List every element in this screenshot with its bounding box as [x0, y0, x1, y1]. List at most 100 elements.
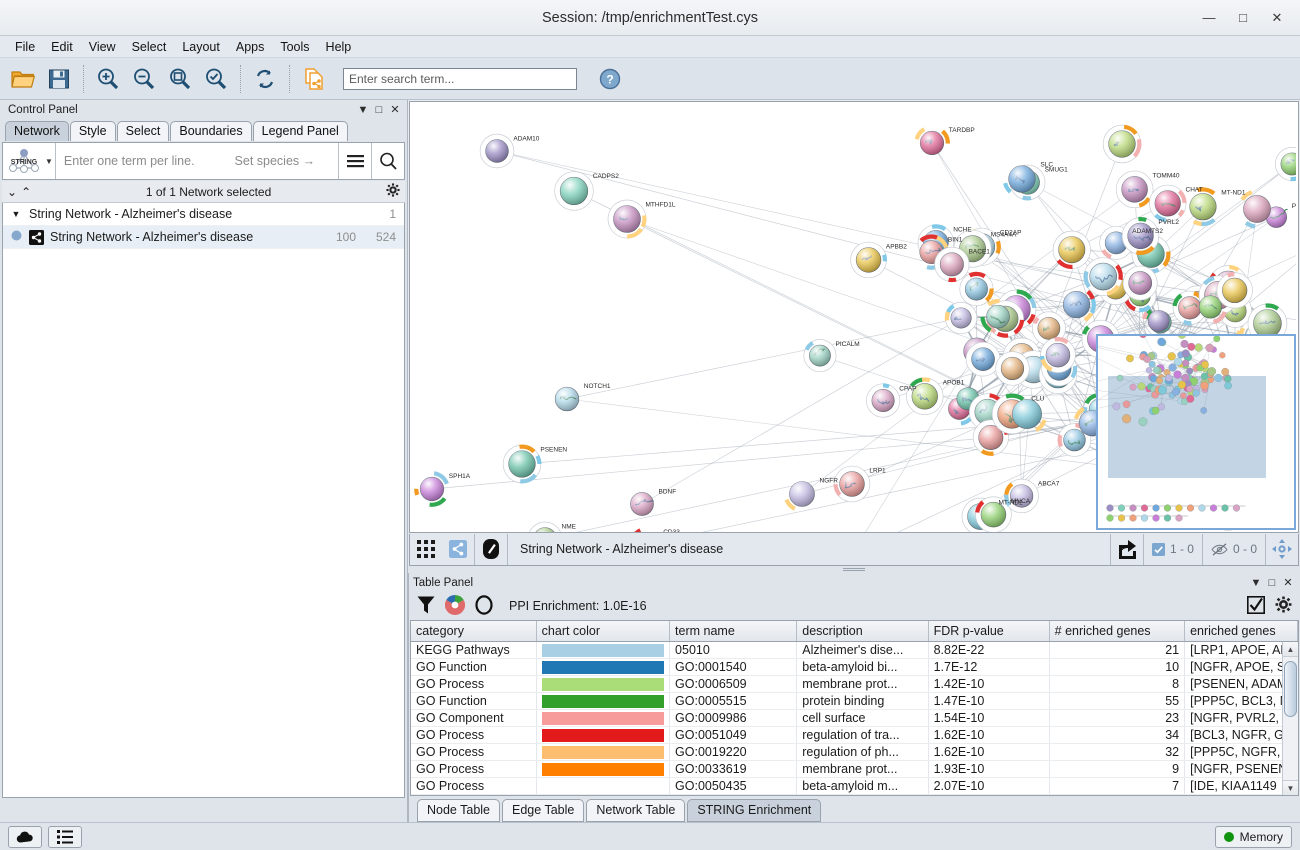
tab-string-enrichment[interactable]: STRING Enrichment [687, 799, 822, 822]
table-row[interactable]: GO Process GO:0033619 membrane prot... 1.93… [411, 760, 1298, 778]
menu-select[interactable]: Select [131, 39, 167, 54]
network-node[interactable] [1003, 165, 1036, 194]
network-node[interactable] [1142, 310, 1170, 332]
network-view[interactable]: MT-ND2MT-ND1VSNL1ADAMTS2PVRL2SMUG1TOMM40… [409, 101, 1299, 533]
network-node[interactable] [1189, 187, 1217, 227]
tab-boundaries[interactable]: Boundaries [170, 121, 252, 141]
network-node[interactable] [479, 133, 515, 169]
enrichment-table-wrapper[interactable]: category chart color term name descripti… [410, 620, 1299, 796]
column-description[interactable]: description [796, 621, 929, 642]
menu-help[interactable]: Help [325, 39, 352, 54]
network-node[interactable] [630, 492, 654, 516]
network-node[interactable] [1275, 147, 1298, 182]
splitter-handle[interactable] [408, 565, 1300, 573]
network-node[interactable] [502, 444, 542, 484]
network-node[interactable] [633, 528, 661, 532]
network-node[interactable] [934, 246, 970, 283]
column-chart-color[interactable]: chart color [536, 621, 671, 642]
network-node[interactable] [906, 377, 944, 416]
network-settings-gear-icon[interactable] [386, 183, 400, 200]
network-node[interactable] [965, 341, 1001, 377]
minimize-icon[interactable]: — [1202, 10, 1216, 25]
network-node[interactable] [914, 127, 950, 156]
center-network-icon[interactable] [1266, 534, 1298, 565]
menu-layout[interactable]: Layout [182, 39, 220, 54]
tree-row-root[interactable]: ▼ String Network - Alzheimer's disease 1 [3, 203, 404, 226]
network-node[interactable] [1122, 265, 1158, 301]
hidden-nodes-indicator[interactable]: 0 - 0 [1203, 542, 1265, 556]
table-row[interactable]: GO Process GO:0050435 beta-amyloid m... 2.0… [411, 777, 1298, 795]
overview-viewport-rect[interactable] [1108, 375, 1266, 478]
network-node[interactable] [944, 301, 978, 335]
float-panel-icon[interactable]: □ [1268, 576, 1276, 589]
help-icon[interactable]: ? [593, 62, 627, 96]
network-node[interactable] [972, 419, 1009, 456]
network-node[interactable] [1240, 190, 1271, 229]
network-node[interactable] [554, 171, 594, 211]
magnifier-icon[interactable] [371, 143, 404, 179]
tree-row-network[interactable]: String Network - Alzheimer's disease 100… [3, 226, 404, 249]
network-node[interactable] [1099, 225, 1134, 260]
cloud-icon[interactable] [8, 825, 42, 848]
zoom-in-icon[interactable] [91, 62, 125, 96]
network-node[interactable] [1039, 337, 1076, 373]
network-node[interactable] [1149, 184, 1187, 223]
network-node[interactable] [1102, 124, 1142, 164]
float-panel-icon[interactable]: □ [375, 103, 383, 116]
column-enriched-gene-count[interactable]: # enriched genes [1049, 621, 1186, 642]
tab-edge-table[interactable]: Edge Table [502, 799, 585, 822]
hamburger-menu-icon[interactable] [338, 143, 371, 179]
network-node[interactable] [607, 199, 647, 239]
color-wheel-icon[interactable] [444, 594, 466, 618]
collapse-all-icon[interactable]: ⌄ [7, 184, 18, 199]
network-node[interactable] [784, 481, 815, 511]
column-fdr-pvalue[interactable]: FDR p-value [928, 621, 1050, 642]
table-row[interactable]: GO Function GO:0005515 protein binding 1.47… [411, 692, 1298, 710]
network-node[interactable] [980, 299, 1010, 333]
scroll-up-arrow-icon[interactable]: ▲ [1283, 642, 1298, 657]
column-enriched-genes[interactable]: enriched genes [1184, 621, 1298, 642]
network-node[interactable] [1031, 311, 1066, 346]
export-image-icon[interactable] [1111, 534, 1143, 565]
table-row[interactable]: GO Component GO:0009986 cell surface 1.54E-… [411, 709, 1298, 727]
refresh-icon[interactable] [248, 62, 282, 96]
task-list-icon[interactable] [48, 825, 82, 848]
zoom-out-icon[interactable] [127, 62, 161, 96]
table-vertical-scrollbar[interactable]: ▲ ▼ [1282, 642, 1298, 795]
network-node[interactable] [1172, 290, 1207, 326]
network-node[interactable] [528, 521, 562, 532]
tab-network-table[interactable]: Network Table [586, 799, 686, 822]
menu-view[interactable]: View [88, 39, 116, 54]
maximize-icon[interactable]: □ [1239, 10, 1247, 25]
memory-indicator[interactable]: Memory [1214, 825, 1292, 848]
chevron-down-icon[interactable]: ▼ [1250, 576, 1262, 589]
table-row[interactable]: KEGG Pathways 05010 Alzheimer's dise... 8.8… [411, 641, 1298, 659]
settings-gear-icon[interactable] [1275, 596, 1292, 616]
tab-node-table[interactable]: Node Table [417, 799, 501, 822]
network-node[interactable] [866, 383, 901, 418]
table-row[interactable]: GO Function GO:0001540 beta-amyloid bi... 1… [411, 658, 1298, 676]
zoom-selected-icon[interactable] [199, 62, 233, 96]
tab-legend-panel[interactable]: Legend Panel [252, 121, 348, 141]
export-network-icon[interactable] [297, 62, 331, 96]
network-node[interactable] [1004, 478, 1039, 514]
chevron-down-icon[interactable]: ▼ [357, 103, 369, 116]
grid-layout-icon[interactable] [410, 534, 442, 565]
tab-style[interactable]: Style [69, 121, 116, 141]
string-logo-icon[interactable]: STRING [3, 143, 45, 179]
table-row[interactable]: GO Process GO:0006509 membrane prot... 1.42… [411, 675, 1298, 693]
column-term-name[interactable]: term name [669, 621, 798, 642]
scroll-down-arrow-icon[interactable]: ▼ [1283, 780, 1298, 795]
scrollbar-thumb[interactable] [1284, 661, 1297, 717]
donut-chart-icon[interactable] [475, 594, 493, 618]
network-node[interactable] [803, 339, 837, 373]
string-dropdown-caret-icon[interactable]: ▼ [45, 156, 53, 166]
close-panel-icon[interactable]: ✕ [390, 104, 400, 116]
menu-tools[interactable]: Tools [280, 39, 310, 54]
menu-file[interactable]: File [15, 39, 36, 54]
network-node[interactable] [1062, 289, 1096, 322]
tab-select[interactable]: Select [116, 121, 170, 141]
menu-edit[interactable]: Edit [51, 39, 73, 54]
network-node[interactable] [1052, 230, 1091, 269]
network-node[interactable] [1198, 295, 1227, 324]
